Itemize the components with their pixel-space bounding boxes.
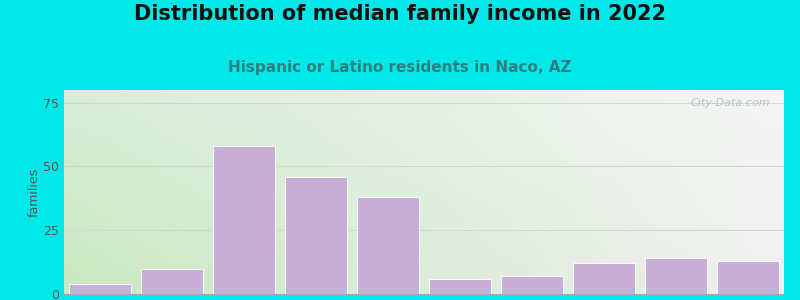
Bar bbox=[142, 268, 202, 294]
Bar bbox=[718, 261, 778, 294]
Bar bbox=[502, 276, 562, 294]
Text: City-Data.com: City-Data.com bbox=[690, 98, 770, 108]
Bar bbox=[646, 258, 706, 294]
Bar bbox=[574, 263, 634, 294]
Bar bbox=[70, 284, 130, 294]
Bar bbox=[430, 279, 490, 294]
Text: Distribution of median family income in 2022: Distribution of median family income in … bbox=[134, 4, 666, 25]
Bar bbox=[358, 197, 418, 294]
Bar bbox=[214, 146, 274, 294]
Bar bbox=[286, 177, 346, 294]
Y-axis label: families: families bbox=[27, 167, 40, 217]
Text: Hispanic or Latino residents in Naco, AZ: Hispanic or Latino residents in Naco, AZ bbox=[228, 60, 572, 75]
